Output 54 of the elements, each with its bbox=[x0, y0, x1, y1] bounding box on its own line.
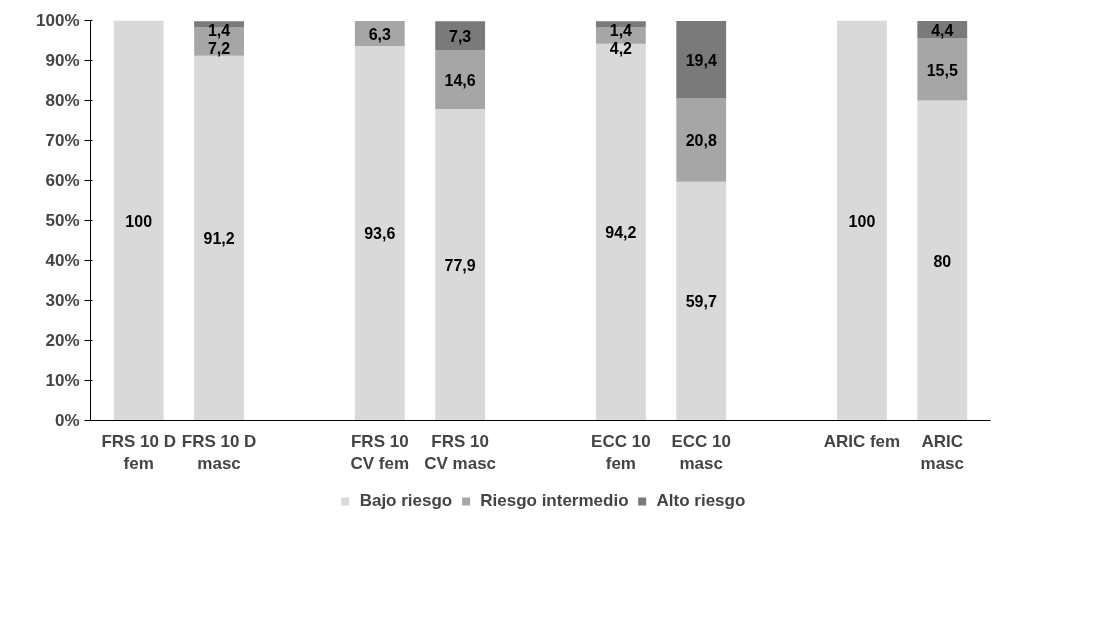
y-tick-label: 40% bbox=[45, 251, 80, 270]
data-label: 91,2 bbox=[203, 230, 235, 248]
bar bbox=[194, 55, 244, 421]
x-tick-label: FRS 10 D fem bbox=[101, 431, 177, 474]
data-label: 19,4 bbox=[685, 51, 717, 69]
data-label: 59,7 bbox=[685, 293, 717, 311]
y-tick-label: 10% bbox=[45, 371, 80, 390]
x-tick-label: FRS 10 CV fem bbox=[350, 431, 410, 474]
data-label: 94,2 bbox=[605, 224, 637, 242]
bar bbox=[676, 98, 727, 182]
data-label: 77,9 bbox=[444, 256, 476, 274]
data-label: 4,4 bbox=[931, 22, 954, 40]
data-label: 6,3 bbox=[368, 25, 392, 43]
data-label: 1,4 bbox=[207, 22, 231, 40]
y-tick-label: 0% bbox=[54, 411, 80, 430]
legend-label: Bajo riesgo bbox=[359, 491, 453, 511]
data-label: 14,6 bbox=[444, 71, 476, 89]
data-label: 80 bbox=[933, 252, 952, 270]
x-tick-label: ARIC fem bbox=[823, 431, 901, 451]
x-tick-label: ECC 10 masc bbox=[671, 431, 731, 474]
y-tick-label: 70% bbox=[45, 131, 80, 150]
legend-label: Riesgo intermedio bbox=[480, 491, 629, 511]
y-tick-label: 60% bbox=[45, 171, 80, 190]
x-tick-label: ECC 10 fem bbox=[591, 431, 651, 474]
y-tick-label: 30% bbox=[45, 291, 80, 310]
bar bbox=[917, 100, 968, 421]
data-label: 20,8 bbox=[685, 132, 717, 150]
data-label: 93,6 bbox=[364, 225, 396, 243]
data-label: 15,5 bbox=[926, 61, 958, 79]
data-label: 1,4 bbox=[609, 22, 633, 40]
bar bbox=[435, 21, 486, 51]
y-tick-label: 20% bbox=[45, 331, 80, 350]
data-label: 4,2 bbox=[609, 40, 633, 58]
bar bbox=[435, 108, 486, 421]
data-label: 100 bbox=[848, 212, 876, 230]
data-label: 100 bbox=[125, 212, 153, 230]
bar bbox=[676, 20, 727, 99]
bar bbox=[354, 46, 405, 421]
bar bbox=[595, 43, 646, 421]
data-label: 7,3 bbox=[449, 27, 472, 45]
y-tick-label: 50% bbox=[45, 211, 80, 230]
legend-label: Alto riesgo bbox=[656, 491, 746, 511]
bar bbox=[113, 20, 164, 421]
bar bbox=[676, 181, 727, 421]
y-tick-label: 90% bbox=[45, 51, 80, 70]
data-label: 7,2 bbox=[207, 40, 231, 58]
bar bbox=[435, 50, 486, 109]
bar bbox=[917, 38, 968, 101]
bar bbox=[837, 20, 887, 421]
x-tick-label: ARIC masc bbox=[920, 431, 965, 474]
y-tick-label: 100% bbox=[36, 11, 80, 30]
y-tick-label: 80% bbox=[45, 91, 80, 110]
x-tick-label: FRS 10 CV masc bbox=[424, 431, 497, 474]
x-tick-label: FRS 10 D masc bbox=[181, 431, 257, 474]
